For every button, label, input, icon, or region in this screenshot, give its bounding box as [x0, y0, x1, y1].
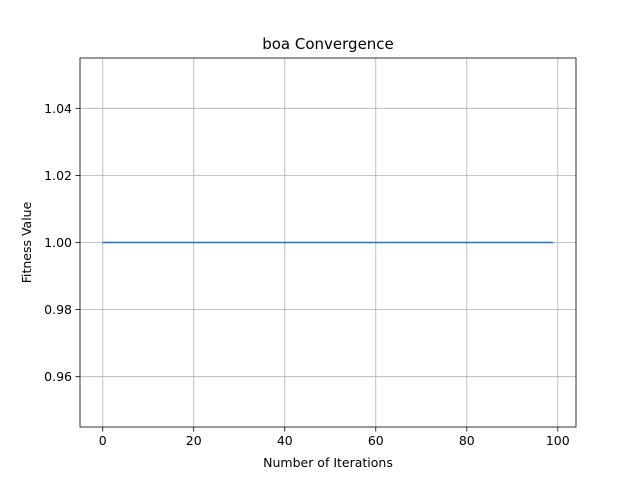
y-tick-label: 1.04: [44, 101, 72, 116]
x-axis-label: Number of Iterations: [263, 455, 393, 470]
x-tick-label: 60: [368, 433, 384, 448]
x-tick-label: 0: [99, 433, 107, 448]
y-tick-label: 1.02: [44, 168, 72, 183]
x-tick-label: 40: [277, 433, 293, 448]
x-tick-label: 80: [459, 433, 475, 448]
y-tick-label: 0.96: [44, 369, 72, 384]
x-axis-ticks: 0 20 40 60 80 100: [99, 427, 570, 448]
y-axis-label: Fitness Value: [19, 201, 34, 283]
y-tick-label: 0.98: [44, 302, 72, 317]
x-tick-label: 100: [546, 433, 570, 448]
chart-title: boa Convergence: [262, 35, 394, 53]
y-tick-label: 1.00: [44, 235, 72, 250]
y-axis-ticks: 0.96 0.98 1.00 1.02 1.04: [44, 101, 80, 384]
x-tick-label: 20: [186, 433, 202, 448]
